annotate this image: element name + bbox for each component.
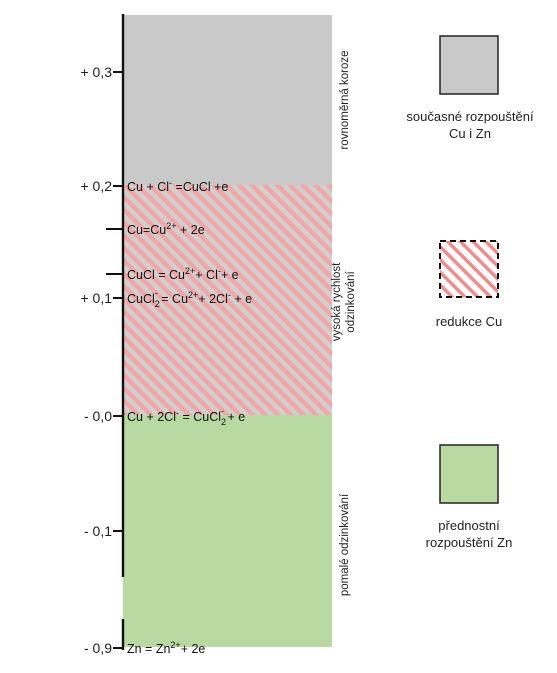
- zone-hatched: [123, 185, 332, 415]
- equation-sup: -: [176, 408, 179, 418]
- equation-cu-cucl2: Cu + 2Cl- = CuCl2- + e: [127, 406, 245, 427]
- equation-part: + Cl: [195, 268, 218, 282]
- zone-green: [123, 415, 332, 647]
- zone-label-hatched-line2: odzinkování: [345, 271, 357, 333]
- legend-swatch-green: [439, 444, 499, 504]
- legend-label-hatched: redukce Cu: [436, 314, 502, 329]
- equation-part: Cu + 2Cl: [127, 410, 176, 424]
- equation-part: CuCl = Cu: [127, 268, 185, 282]
- equation-sup: -: [221, 406, 224, 416]
- tick-label: - 0,9: [84, 640, 112, 656]
- legend-label-green-line1: přednostní: [438, 518, 500, 533]
- equation-sup: 2+: [188, 290, 198, 300]
- equation-part: Cu: [127, 180, 143, 194]
- equation-sup: -: [169, 178, 172, 188]
- equation-cucl-cu2: CuCl = Cu2++ Cl-+ e: [127, 266, 239, 282]
- equation-part: + 2Cl: [198, 292, 228, 306]
- equation-sup: 2+: [170, 640, 180, 650]
- equation-sub: 2: [155, 299, 160, 309]
- tick-label: + 0,3: [80, 64, 112, 80]
- equation-sup: -: [228, 290, 231, 300]
- legend-swatch-gray: [439, 35, 499, 95]
- tick-label: - 0,0: [84, 408, 112, 424]
- legend-swatch-hatched: [439, 240, 499, 298]
- tick-label: + 0,2: [80, 178, 112, 194]
- equation-cu-cucl: Cu + Cl- =CuCl +e: [127, 178, 228, 194]
- equation-part: CuCl: [127, 292, 155, 306]
- equation-part: =CuCl +e: [172, 180, 228, 194]
- equation-cucl2-cu2: CuCl2- = Cu2++ 2Cl- + e: [127, 288, 252, 309]
- equation-cu-cu2: Cu=Cu2+ + 2e: [127, 221, 205, 237]
- tick-label: - 0,1: [84, 523, 112, 539]
- equation-part: = CuCl: [179, 410, 221, 424]
- equation-part: + e: [224, 410, 245, 424]
- zone-label-green: pomalé odzinkování: [339, 493, 351, 596]
- legend-label-gray-line1: současné rozpouštění: [406, 109, 534, 124]
- equation-sup: -: [155, 288, 158, 298]
- legend-label-gray-line2: Cu i Zn: [449, 126, 491, 141]
- zone-gray: [123, 15, 332, 185]
- equation-sup: 2+: [185, 266, 195, 276]
- equation-sup: 2+: [166, 221, 176, 231]
- equation-part: + 2e: [177, 223, 205, 237]
- equation-part: + 2e: [181, 642, 206, 656]
- equation-part: Zn = Zn: [127, 642, 170, 656]
- equation-part: Cu=Cu: [127, 223, 166, 237]
- zone-label-gray: rovnoměrná koroze: [339, 50, 351, 149]
- equation-sup: -: [218, 266, 221, 276]
- equation-sub: 2: [221, 417, 226, 427]
- equation-part: + e: [221, 268, 239, 282]
- equation-part: + Cl: [143, 180, 169, 194]
- equation-part: = Cu: [158, 292, 188, 306]
- tick-label: + 0,1: [80, 290, 112, 306]
- equation-zn-zn2: Zn = Zn2++ 2e: [127, 640, 205, 656]
- equation-part: + e: [231, 292, 252, 306]
- zone-label-hatched-line1: vysoká rychlost: [331, 262, 343, 341]
- legend-label-green-line2: rozpouštění Zn: [426, 535, 513, 550]
